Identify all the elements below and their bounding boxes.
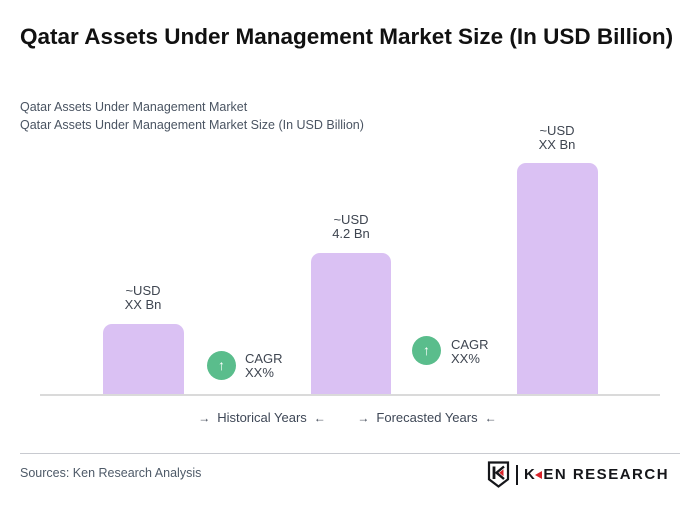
- cagr-label-2-line2: XX%: [451, 351, 480, 366]
- legend-forecasted-years: → Forecasted Years ←: [342, 410, 512, 425]
- legend-forecasted-label: Forecasted Years: [376, 410, 478, 425]
- cagr-label-2: CAGR XX%: [451, 338, 489, 366]
- right-arrow-icon: →: [198, 410, 211, 425]
- left-arrow-icon: ←: [313, 410, 326, 425]
- bar-value-label-2-line2: 4.2 Bn: [332, 226, 370, 241]
- ken-research-logo: K EN RESEARCH: [487, 461, 669, 488]
- bar-value-label-1: ~USD XX Bn: [73, 284, 213, 312]
- cagr-label-1: CAGR XX%: [245, 352, 283, 380]
- left-arrow-icon: ←: [484, 410, 497, 425]
- logo-letter-k: K: [524, 466, 537, 483]
- bar-value-label-2-line1: ~USD: [333, 212, 369, 227]
- bar-value-label-2: ~USD 4.2 Bn: [281, 213, 421, 241]
- legend-historical-label: Historical Years: [217, 410, 307, 425]
- right-arrow-icon: →: [357, 410, 370, 425]
- bar-value-label-3-line2: XX Bn: [538, 137, 576, 152]
- cagr-label-1-line2: XX%: [245, 365, 274, 380]
- logo-text-rest: EN RESEARCH: [543, 466, 670, 483]
- bar-base-year: [311, 253, 391, 394]
- logo-wordmark: K EN RESEARCH: [524, 466, 669, 483]
- bar-value-label-3: ~USD XX Bn: [487, 124, 627, 152]
- footer-divider: [20, 453, 680, 454]
- cagr-label-1-line1: CAGR: [245, 351, 283, 366]
- red-triangle-icon: [535, 471, 543, 479]
- up-arrow-glyph: ↑: [423, 342, 430, 358]
- up-arrow-glyph: ↑: [218, 357, 225, 373]
- bar-value-label-3-line1: ~USD: [539, 123, 575, 138]
- x-axis-line: [40, 394, 660, 396]
- up-arrow-icon: ↑: [412, 336, 441, 365]
- legend-historical-years: → Historical Years ←: [177, 410, 347, 425]
- bar-value-label-1-line2: XX Bn: [124, 297, 162, 312]
- page-title: Qatar Assets Under Management Market Siz…: [20, 24, 674, 49]
- cagr-label-2-line1: CAGR: [451, 337, 489, 352]
- chart-subtitle-line2: Qatar Assets Under Management Market Siz…: [20, 118, 364, 132]
- up-arrow-icon: ↑: [207, 351, 236, 380]
- bar-historical: [103, 324, 184, 394]
- sources-text: Sources: Ken Research Analysis: [20, 466, 202, 480]
- chart-subtitle-line1: Qatar Assets Under Management Market: [20, 100, 248, 114]
- logo-separator: [516, 464, 518, 485]
- bar-forecast: [517, 163, 598, 394]
- ken-research-k-icon: [487, 461, 510, 488]
- bar-value-label-1-line1: ~USD: [125, 283, 161, 298]
